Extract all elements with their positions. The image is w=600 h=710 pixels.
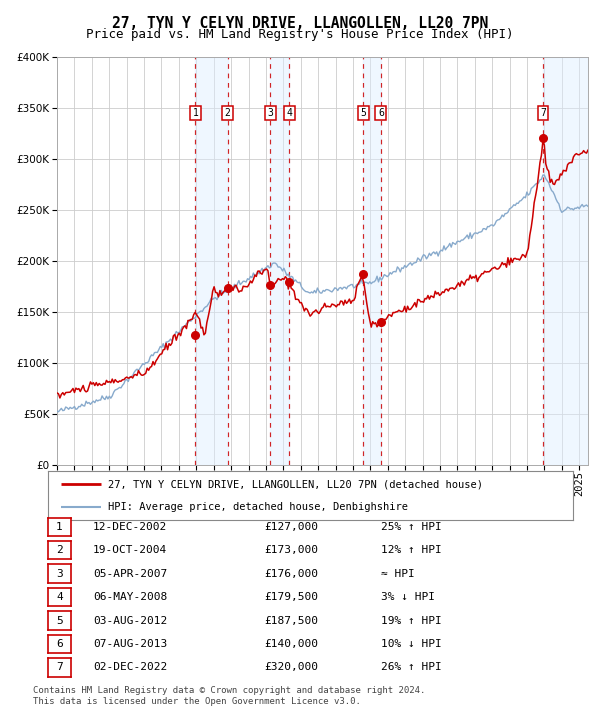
Bar [271, 57, 289, 465]
Text: 3: 3 [56, 569, 63, 579]
Text: This data is licensed under the Open Government Licence v3.0.: This data is licensed under the Open Gov… [33, 697, 361, 706]
Text: 4: 4 [286, 108, 292, 118]
Text: 12-DEC-2002: 12-DEC-2002 [93, 522, 167, 532]
Text: £173,000: £173,000 [264, 545, 318, 555]
Text: 3% ↓ HPI: 3% ↓ HPI [381, 592, 435, 602]
Bar [543, 57, 588, 465]
Text: ≈ HPI: ≈ HPI [381, 569, 415, 579]
Text: 12% ↑ HPI: 12% ↑ HPI [381, 545, 442, 555]
Text: £320,000: £320,000 [264, 662, 318, 672]
Text: Contains HM Land Registry data © Crown copyright and database right 2024.: Contains HM Land Registry data © Crown c… [33, 686, 425, 694]
Bar [196, 57, 227, 465]
Text: 7: 7 [56, 662, 63, 672]
Text: 4: 4 [56, 592, 63, 602]
Bar [363, 57, 381, 465]
Text: HPI: Average price, detached house, Denbighshire: HPI: Average price, detached house, Denb… [109, 502, 409, 512]
Text: 3: 3 [268, 108, 274, 118]
Text: 27, TYN Y CELYN DRIVE, LLANGOLLEN, LL20 7PN (detached house): 27, TYN Y CELYN DRIVE, LLANGOLLEN, LL20 … [109, 479, 484, 489]
Text: £187,500: £187,500 [264, 616, 318, 626]
Text: 02-DEC-2022: 02-DEC-2022 [93, 662, 167, 672]
Text: £176,000: £176,000 [264, 569, 318, 579]
Text: 5: 5 [361, 108, 366, 118]
Text: 05-APR-2007: 05-APR-2007 [93, 569, 167, 579]
Text: 1: 1 [56, 522, 63, 532]
Text: 6: 6 [56, 639, 63, 649]
Text: 03-AUG-2012: 03-AUG-2012 [93, 616, 167, 626]
Text: 2: 2 [56, 545, 63, 555]
Text: 26% ↑ HPI: 26% ↑ HPI [381, 662, 442, 672]
Text: 06-MAY-2008: 06-MAY-2008 [93, 592, 167, 602]
Text: £140,000: £140,000 [264, 639, 318, 649]
Text: £127,000: £127,000 [264, 522, 318, 532]
Text: Price paid vs. HM Land Registry's House Price Index (HPI): Price paid vs. HM Land Registry's House … [86, 28, 514, 41]
Text: 19-OCT-2004: 19-OCT-2004 [93, 545, 167, 555]
Text: 25% ↑ HPI: 25% ↑ HPI [381, 522, 442, 532]
Text: 27, TYN Y CELYN DRIVE, LLANGOLLEN, LL20 7PN: 27, TYN Y CELYN DRIVE, LLANGOLLEN, LL20 … [112, 16, 488, 31]
Text: 6: 6 [378, 108, 384, 118]
Text: 19% ↑ HPI: 19% ↑ HPI [381, 616, 442, 626]
Text: 07-AUG-2013: 07-AUG-2013 [93, 639, 167, 649]
Text: 1: 1 [193, 108, 199, 118]
Text: 5: 5 [56, 616, 63, 626]
Text: 2: 2 [224, 108, 230, 118]
Text: 10% ↓ HPI: 10% ↓ HPI [381, 639, 442, 649]
Text: 7: 7 [540, 108, 546, 118]
Text: £179,500: £179,500 [264, 592, 318, 602]
